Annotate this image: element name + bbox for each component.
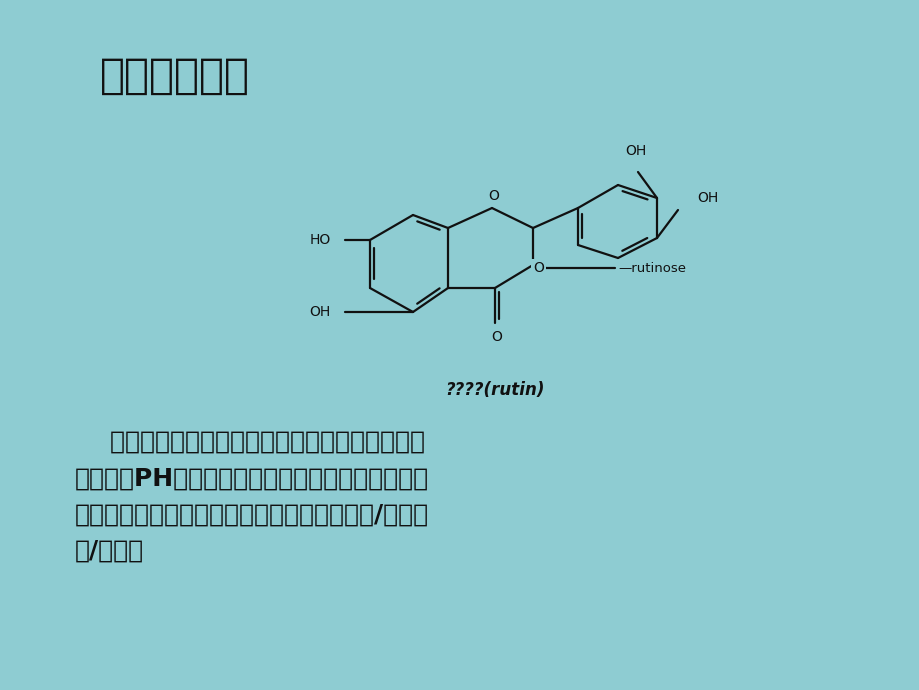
Text: O: O [532,261,543,275]
Text: OH: OH [697,191,718,205]
Text: O: O [488,189,499,203]
Text: 对酸性、碱性或两性化合物，可加入酸或碱以调
节溶液的PH值，改变分子的存在状态（游离型或离
解型），从而改变溶解度而实现分离。包括酸/碱法、
碱/酸法。: 对酸性、碱性或两性化合物，可加入酸或碱以调 节溶液的PH值，改变分子的存在状态（… [75,430,428,563]
Text: OH: OH [625,144,646,158]
Text: HO: HO [310,233,331,247]
Text: —rutinose: —rutinose [618,262,686,275]
Text: ????(rutin): ????(rutin) [445,381,544,399]
Text: OH: OH [310,305,331,319]
Text: 二、实验原理: 二、实验原理 [100,55,250,97]
Text: O: O [491,330,502,344]
